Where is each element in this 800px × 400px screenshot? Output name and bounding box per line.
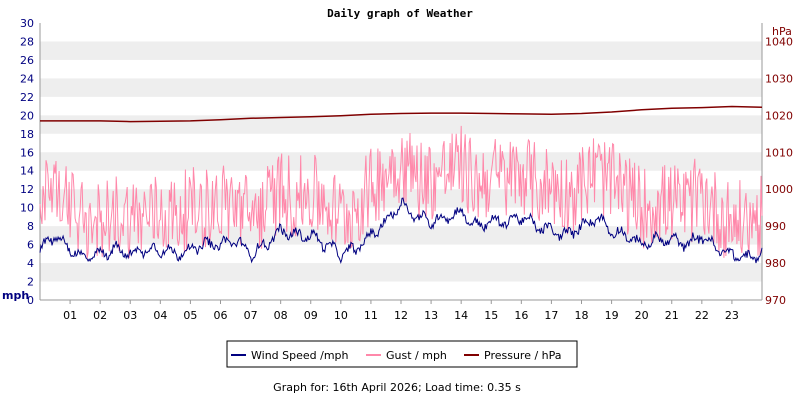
y-left-tick-label: 20 xyxy=(20,109,34,122)
y-left-tick-label: 12 xyxy=(20,183,34,196)
y-right-tick-label: 970 xyxy=(765,294,786,307)
x-tick-label: 12 xyxy=(394,309,408,322)
gust-line xyxy=(39,125,763,259)
legend-label-pressure: Pressure / hPa xyxy=(484,349,562,362)
y-right-tick-label: 990 xyxy=(765,220,786,233)
y-right-tick-label: 1020 xyxy=(765,109,793,122)
pressure-series xyxy=(40,105,763,123)
y-left-tick-label: 14 xyxy=(20,165,34,178)
y-right-tick-label: 1010 xyxy=(765,146,793,159)
footer-text: Graph for: 16th April 2026; Load time: 0… xyxy=(273,381,521,394)
left-axis-unit: mph xyxy=(2,289,29,302)
x-tick-label: 08 xyxy=(274,309,288,322)
grid-band xyxy=(40,263,762,282)
x-tick-label: 13 xyxy=(424,309,438,322)
x-tick-label: 15 xyxy=(484,309,498,322)
grid-band xyxy=(40,226,762,245)
legend-label-gust: Gust / mph xyxy=(386,349,447,362)
y-left-tick-label: 30 xyxy=(20,17,34,30)
grid-band xyxy=(40,41,762,60)
y-left-tick-label: 22 xyxy=(20,91,34,104)
legend-box xyxy=(226,340,578,368)
x-tick-label: 10 xyxy=(334,309,348,322)
x-tick-label: 01 xyxy=(63,309,77,322)
gust-series xyxy=(39,125,763,259)
x-tick-label: 20 xyxy=(635,309,649,322)
wind-speed-series xyxy=(39,197,763,264)
y-right-tick-label: 1000 xyxy=(765,183,793,196)
y-left-tick-label: 6 xyxy=(27,239,34,252)
x-tick-label: 19 xyxy=(605,309,619,322)
y-left-tick-label: 10 xyxy=(20,202,34,215)
x-tick-label: 04 xyxy=(153,309,167,322)
x-tick-label: 02 xyxy=(93,309,107,322)
x-tick-label: 07 xyxy=(244,309,258,322)
axis-ticks: 0246810121416182022242628309709809901000… xyxy=(20,17,793,322)
y-left-tick-label: 24 xyxy=(20,72,34,85)
x-tick-label: 16 xyxy=(514,309,528,322)
chart-title: Daily graph of Weather xyxy=(327,7,473,20)
x-tick-label: 03 xyxy=(123,309,137,322)
x-tick-label: 09 xyxy=(304,309,318,322)
x-tick-label: 06 xyxy=(214,309,228,322)
x-tick-label: 22 xyxy=(695,309,709,322)
legend-label-wind: Wind Speed /mph xyxy=(251,349,349,362)
y-right-tick-label: 1040 xyxy=(765,35,793,48)
legend: Wind Speed /mph Gust / mph Pressure / hP… xyxy=(226,340,578,368)
x-tick-label: 14 xyxy=(454,309,468,322)
x-tick-label: 18 xyxy=(575,309,589,322)
y-left-tick-label: 28 xyxy=(20,35,34,48)
grid-band xyxy=(40,115,762,134)
x-tick-label: 23 xyxy=(725,309,739,322)
y-left-tick-label: 16 xyxy=(20,146,34,159)
x-tick-label: 11 xyxy=(364,309,378,322)
y-right-tick-label: 980 xyxy=(765,257,786,270)
x-tick-label: 17 xyxy=(544,309,558,322)
grid-band xyxy=(40,78,762,97)
pressure-line xyxy=(40,105,763,123)
y-left-tick-label: 26 xyxy=(20,54,34,67)
plot-frame xyxy=(39,23,763,304)
y-left-tick-label: 18 xyxy=(20,128,34,141)
wind-speed-line xyxy=(39,197,763,264)
right-axis-unit: hPa xyxy=(772,25,792,38)
x-tick-label: 21 xyxy=(665,309,679,322)
y-left-tick-label: 2 xyxy=(27,276,34,289)
y-right-tick-label: 1030 xyxy=(765,72,793,85)
x-tick-label: 05 xyxy=(183,309,197,322)
y-left-tick-label: 8 xyxy=(27,220,34,233)
y-left-tick-label: 0 xyxy=(27,294,34,307)
y-left-tick-label: 4 xyxy=(27,257,34,270)
